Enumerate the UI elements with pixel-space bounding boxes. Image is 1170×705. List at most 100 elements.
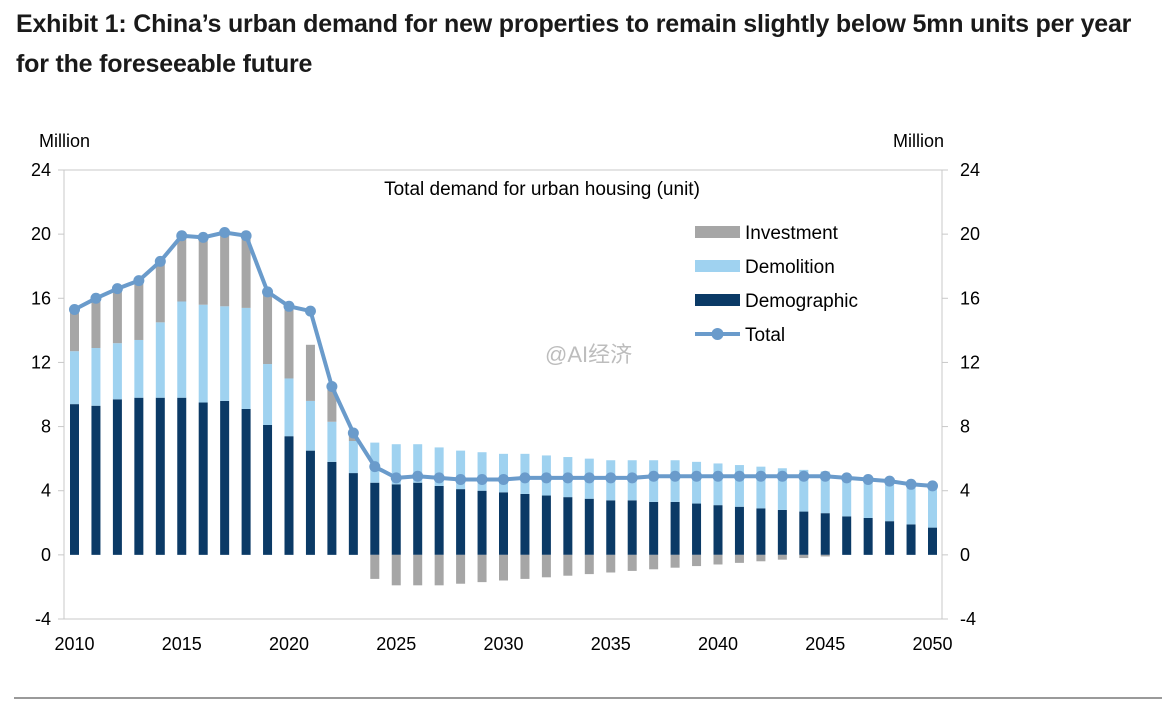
total-line bbox=[69, 227, 938, 492]
total-point-2021 bbox=[304, 305, 316, 317]
total-point-2032 bbox=[540, 472, 552, 484]
bar-demolition-2039 bbox=[692, 461, 702, 504]
bar-investment-2021 bbox=[305, 344, 315, 401]
bar-demolition-2047 bbox=[863, 477, 873, 518]
bar-demolition-2022 bbox=[327, 421, 337, 462]
left-tick-label: 0 bbox=[41, 545, 51, 565]
total-point-2034 bbox=[583, 472, 595, 484]
right-tick-label: 24 bbox=[960, 160, 980, 180]
bar-demographic-2031 bbox=[520, 493, 530, 555]
bar-demographic-2015 bbox=[177, 397, 187, 555]
total-point-2015 bbox=[176, 230, 188, 242]
bar-investment-2029 bbox=[477, 554, 487, 583]
total-point-2011 bbox=[90, 292, 102, 304]
bar-demographic-2021 bbox=[305, 450, 315, 555]
bar-demographic-2028 bbox=[456, 489, 466, 555]
total-point-2047 bbox=[862, 473, 874, 485]
bar-investment-2017 bbox=[220, 234, 230, 307]
bar-investment-2044 bbox=[799, 554, 809, 559]
bar-demographic-2012 bbox=[112, 399, 122, 555]
bar-investment-2013 bbox=[134, 283, 144, 340]
bar-demolition-2021 bbox=[305, 400, 315, 451]
left-tick-label: 8 bbox=[41, 417, 51, 437]
legend-label-investment: Investment bbox=[745, 223, 839, 244]
bar-demographic-2040 bbox=[713, 505, 723, 555]
x-tick-label: 2030 bbox=[483, 634, 523, 654]
bar-demolition-2030 bbox=[499, 453, 508, 493]
bar-demographic-2029 bbox=[477, 490, 487, 555]
bar-demographic-2019 bbox=[263, 424, 273, 555]
bar-demographic-2048 bbox=[885, 521, 895, 555]
total-point-2022 bbox=[326, 380, 338, 392]
bar-investment-2031 bbox=[520, 554, 530, 579]
bar-demolition-2017 bbox=[220, 306, 230, 401]
left-tick-label: 24 bbox=[31, 160, 51, 180]
total-point-2016 bbox=[197, 231, 209, 243]
bar-demolition-2019 bbox=[263, 364, 273, 425]
bar-investment-2034 bbox=[584, 554, 594, 575]
left-axis-unit: Million bbox=[39, 131, 90, 151]
bar-demolition-2023 bbox=[348, 441, 358, 474]
legend-label-demolition: Demolition bbox=[745, 257, 835, 278]
bar-investment-2018 bbox=[241, 234, 251, 308]
bar-demographic-2049 bbox=[906, 524, 916, 555]
total-point-2035 bbox=[605, 472, 617, 484]
bar-investment-2033 bbox=[563, 554, 573, 576]
bar-investment-2011 bbox=[91, 299, 101, 348]
total-point-2039 bbox=[691, 470, 703, 482]
total-point-2019 bbox=[262, 286, 274, 298]
total-point-2020 bbox=[283, 300, 295, 312]
total-point-2029 bbox=[476, 473, 488, 485]
bar-demographic-2030 bbox=[499, 492, 508, 555]
bar-demographic-2039 bbox=[692, 503, 702, 555]
bar-investment-2038 bbox=[670, 554, 680, 568]
bar-demographic-2025 bbox=[391, 484, 401, 555]
bar-investment-2027 bbox=[434, 554, 444, 586]
bar-demographic-2018 bbox=[241, 408, 251, 555]
bar-demolition-2025 bbox=[391, 444, 401, 485]
total-point-2014 bbox=[154, 255, 166, 267]
exhibit-title: Exhibit 1: China’s urban demand for new … bbox=[16, 10, 1132, 78]
bar-demographic-2017 bbox=[220, 400, 230, 555]
total-point-2010 bbox=[69, 304, 80, 316]
bar-demolition-2016 bbox=[198, 304, 208, 403]
bar-demographic-2024 bbox=[370, 482, 380, 555]
right-axis-unit: Million bbox=[893, 131, 944, 151]
bar-demographic-2041 bbox=[734, 506, 744, 555]
bar-investment-2036 bbox=[627, 554, 637, 571]
bar-investment-2010 bbox=[70, 309, 79, 352]
bar-demographic-2034 bbox=[584, 498, 594, 555]
left-axis: -4 0 4 8 12 16 20 24 bbox=[31, 160, 64, 629]
bar-demographic-2035 bbox=[606, 500, 616, 555]
total-point-2042 bbox=[755, 470, 767, 482]
bar-investment-2016 bbox=[198, 235, 208, 305]
legend-label-demographic: Demographic bbox=[745, 291, 858, 312]
legend-swatch-investment bbox=[695, 226, 740, 238]
bar-demolition-2028 bbox=[456, 450, 466, 490]
bar-demolition-2015 bbox=[177, 301, 187, 398]
x-tick-label: 2025 bbox=[376, 634, 416, 654]
right-axis: -4 0 4 8 12 16 20 24 bbox=[942, 160, 980, 629]
left-tick-label: 4 bbox=[41, 481, 51, 501]
total-point-2027 bbox=[433, 472, 445, 484]
total-point-2043 bbox=[776, 470, 788, 482]
legend-swatch-demolition bbox=[695, 260, 740, 272]
total-point-2023 bbox=[347, 427, 359, 439]
right-tick-label: 4 bbox=[960, 481, 970, 501]
x-tick-label: 2040 bbox=[698, 634, 738, 654]
total-point-2049 bbox=[905, 478, 917, 490]
bar-demolition-2020 bbox=[284, 378, 294, 437]
bar-demolition-2027 bbox=[434, 447, 444, 486]
bar-demographic-2036 bbox=[627, 500, 637, 555]
bar-investment-2015 bbox=[177, 235, 187, 302]
bar-investment-2039 bbox=[692, 554, 702, 567]
bar-demographic-2020 bbox=[284, 436, 294, 555]
right-tick-label: 16 bbox=[960, 288, 980, 308]
legend-swatch-demographic bbox=[695, 294, 740, 306]
bar-investment-2030 bbox=[499, 554, 508, 581]
bar-demolition-2013 bbox=[134, 339, 144, 398]
bar-demolition-2042 bbox=[756, 466, 766, 509]
right-tick-label: 12 bbox=[960, 352, 980, 372]
bar-demolition-2026 bbox=[413, 444, 423, 483]
